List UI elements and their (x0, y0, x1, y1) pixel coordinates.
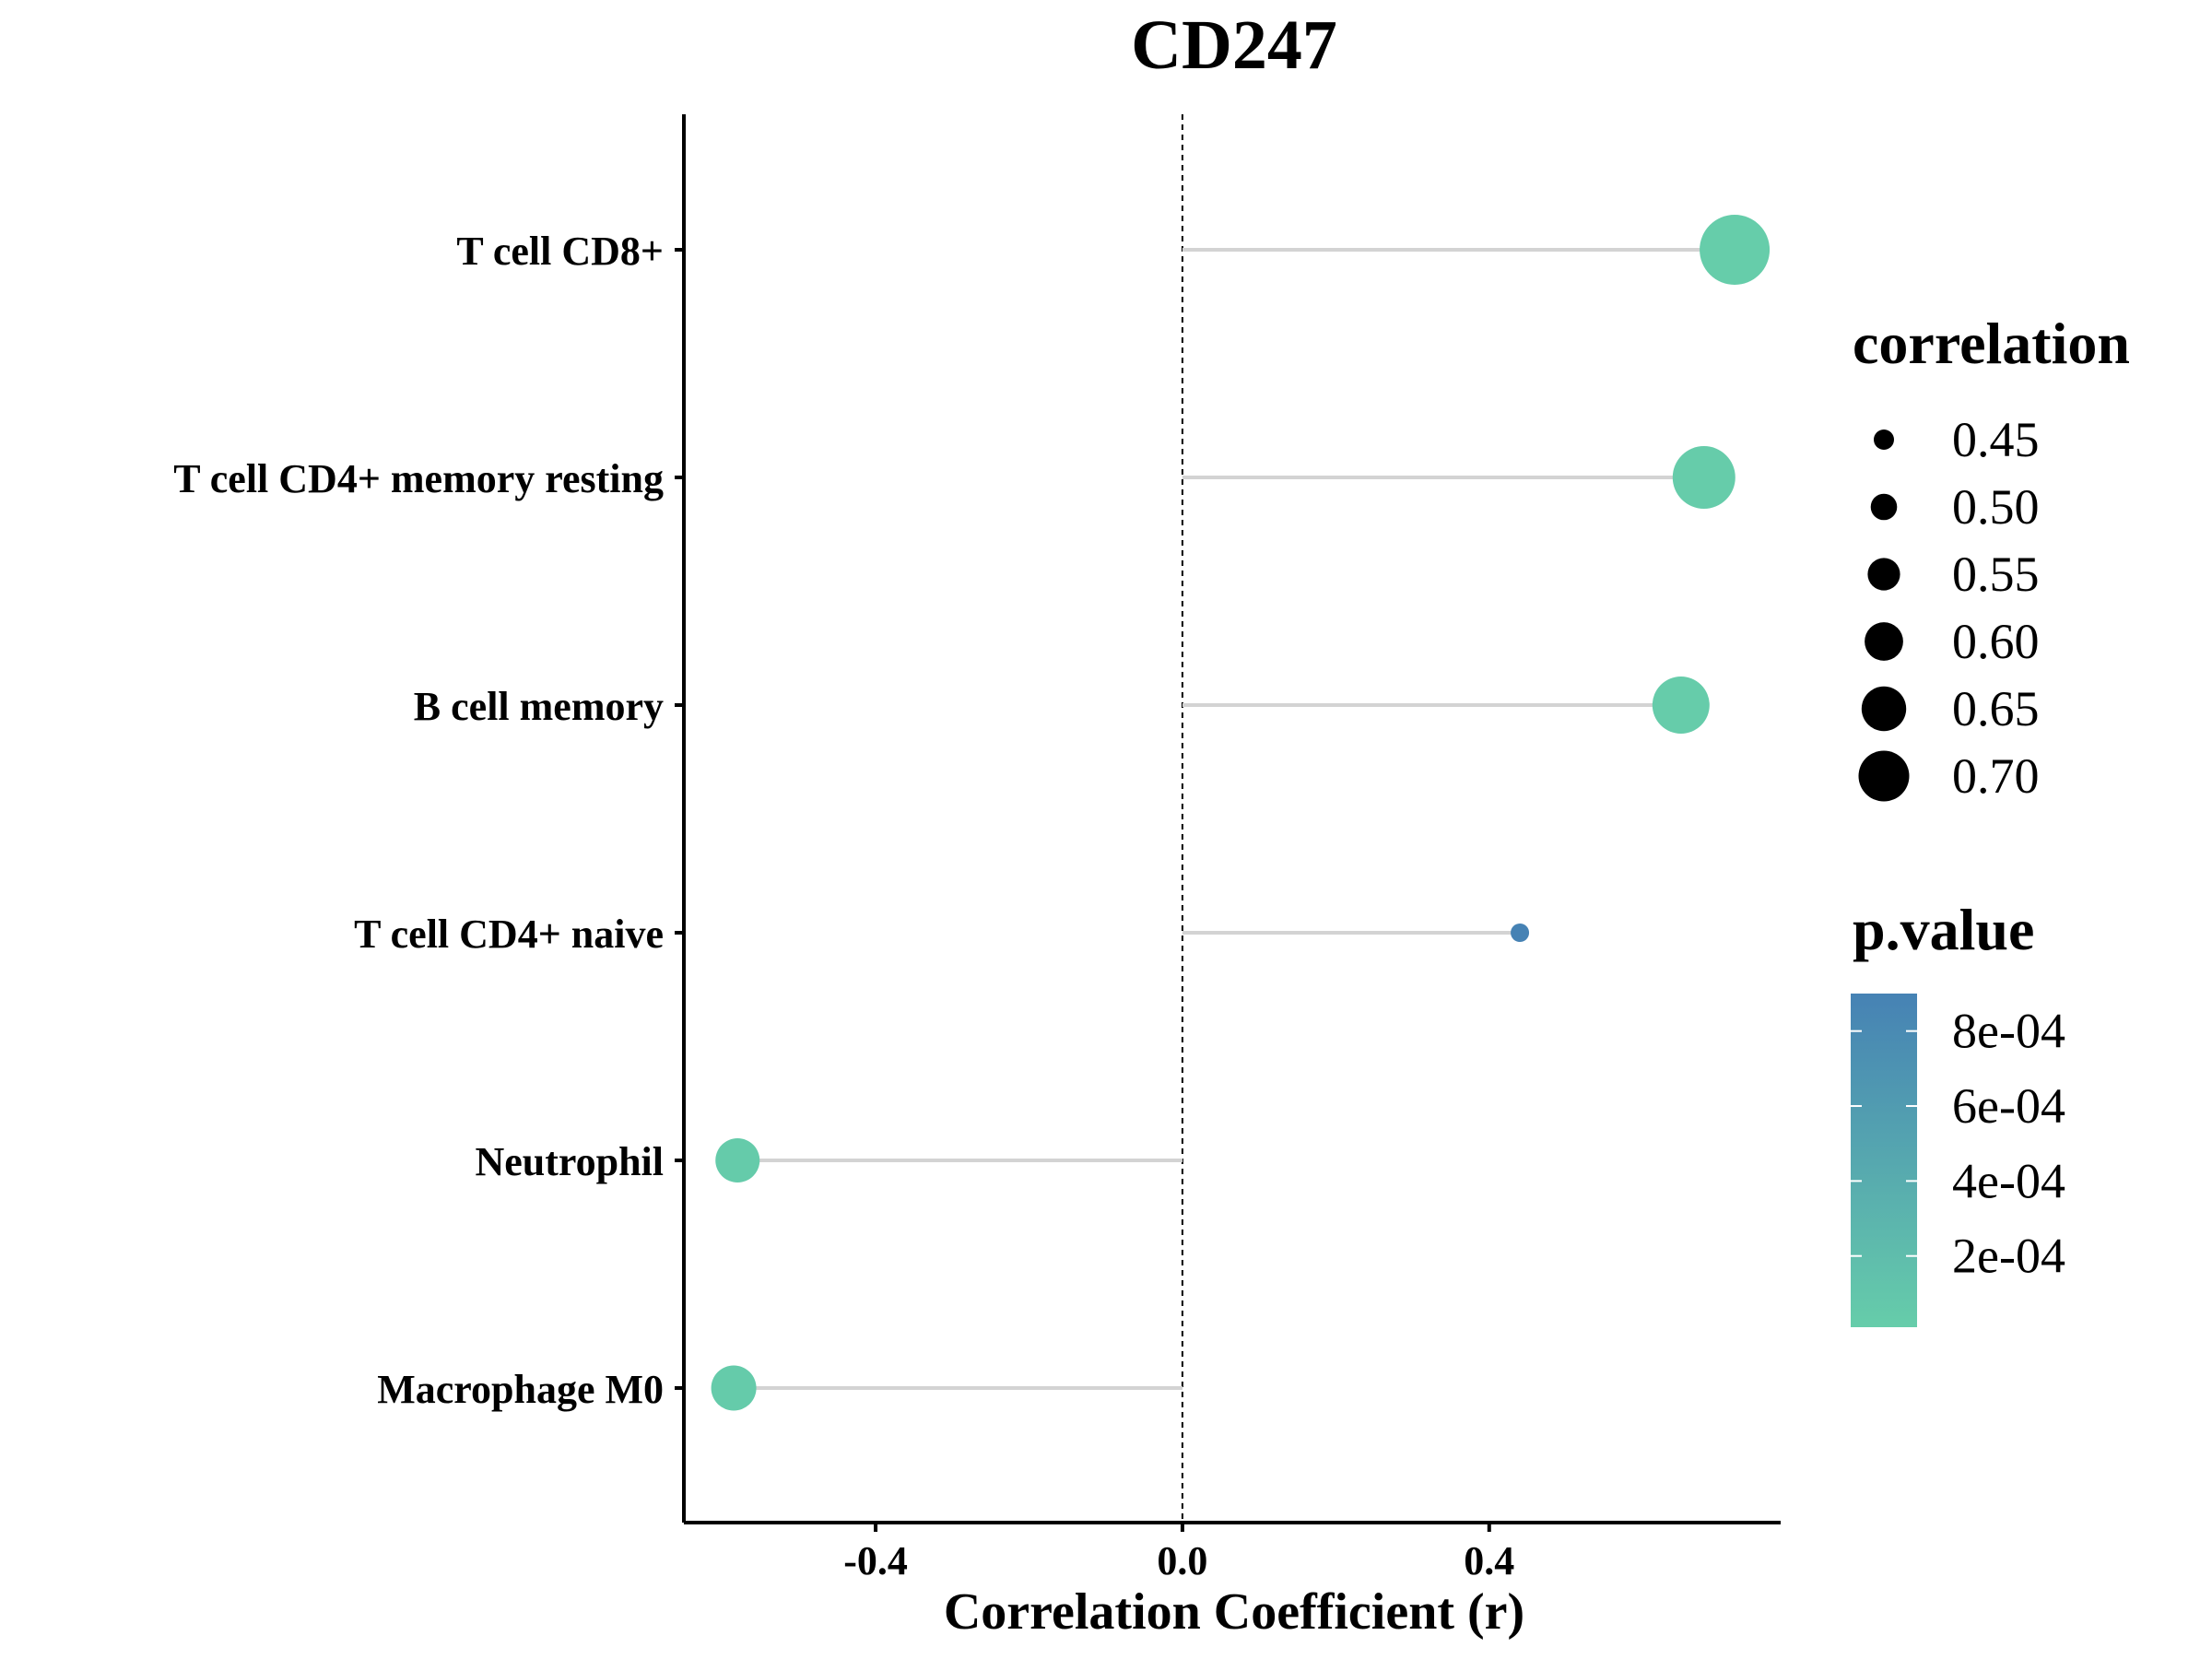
size-legend-label: 0.60 (1952, 614, 2040, 669)
plot-area: T cell CD8+ T cell CD4+ memory resting B c… (173, 114, 1781, 1583)
size-legend-key (1858, 750, 1910, 802)
size-legend-label: 0.65 (1952, 681, 2040, 736)
legend: correlation 0.45 0.50 0.55 0.60 0.65 0.70 p.val… (1851, 311, 2130, 1327)
lollipop-point (715, 1138, 760, 1182)
size-legend-key (1870, 493, 1898, 521)
size-legend-key (1867, 558, 1900, 591)
color-legend-label: 8e-04 (1952, 1004, 2065, 1059)
color-legend-title: p.value (1853, 897, 2034, 962)
size-legend-key (1861, 686, 1907, 732)
y-tick-label: T cell CD4+ memory resting (173, 456, 664, 501)
lollipop-point (711, 1365, 757, 1411)
size-legend-label: 0.70 (1952, 748, 2040, 804)
y-tick-label: T cell CD4+ naive (354, 912, 664, 957)
x-tick-label: 0.0 (1157, 1538, 1207, 1583)
color-legend-bar (1851, 994, 1917, 1327)
lollipop-point (1652, 677, 1710, 734)
lollipop-point (1700, 215, 1771, 285)
y-tick-label: T cell CD8+ (456, 229, 664, 274)
y-tick-label: Macrophage M0 (377, 1367, 664, 1412)
size-legend-key (1874, 429, 1894, 450)
size-legend-label: 0.50 (1952, 479, 2040, 535)
lollipop-point (1672, 446, 1735, 509)
size-legend-label: 0.45 (1952, 412, 2040, 467)
color-legend-label: 2e-04 (1952, 1229, 2065, 1284)
size-legend-key (1865, 622, 1903, 661)
x-tick-label: -0.4 (843, 1538, 908, 1583)
size-legend-label: 0.55 (1952, 547, 2040, 602)
color-legend-label: 4e-04 (1952, 1153, 2065, 1208)
y-tick-label: B cell memory (414, 684, 664, 729)
lollipop-point (1511, 924, 1530, 942)
color-legend-label: 6e-04 (1952, 1078, 2065, 1134)
y-tick-label: Neutrophil (475, 1139, 664, 1184)
x-axis-label: Correlation Coefficient (r) (944, 1583, 1524, 1641)
size-legend-title: correlation (1853, 311, 2130, 376)
x-tick-label: 0.4 (1464, 1538, 1514, 1583)
chart-title: CD247 (1131, 6, 1337, 84)
